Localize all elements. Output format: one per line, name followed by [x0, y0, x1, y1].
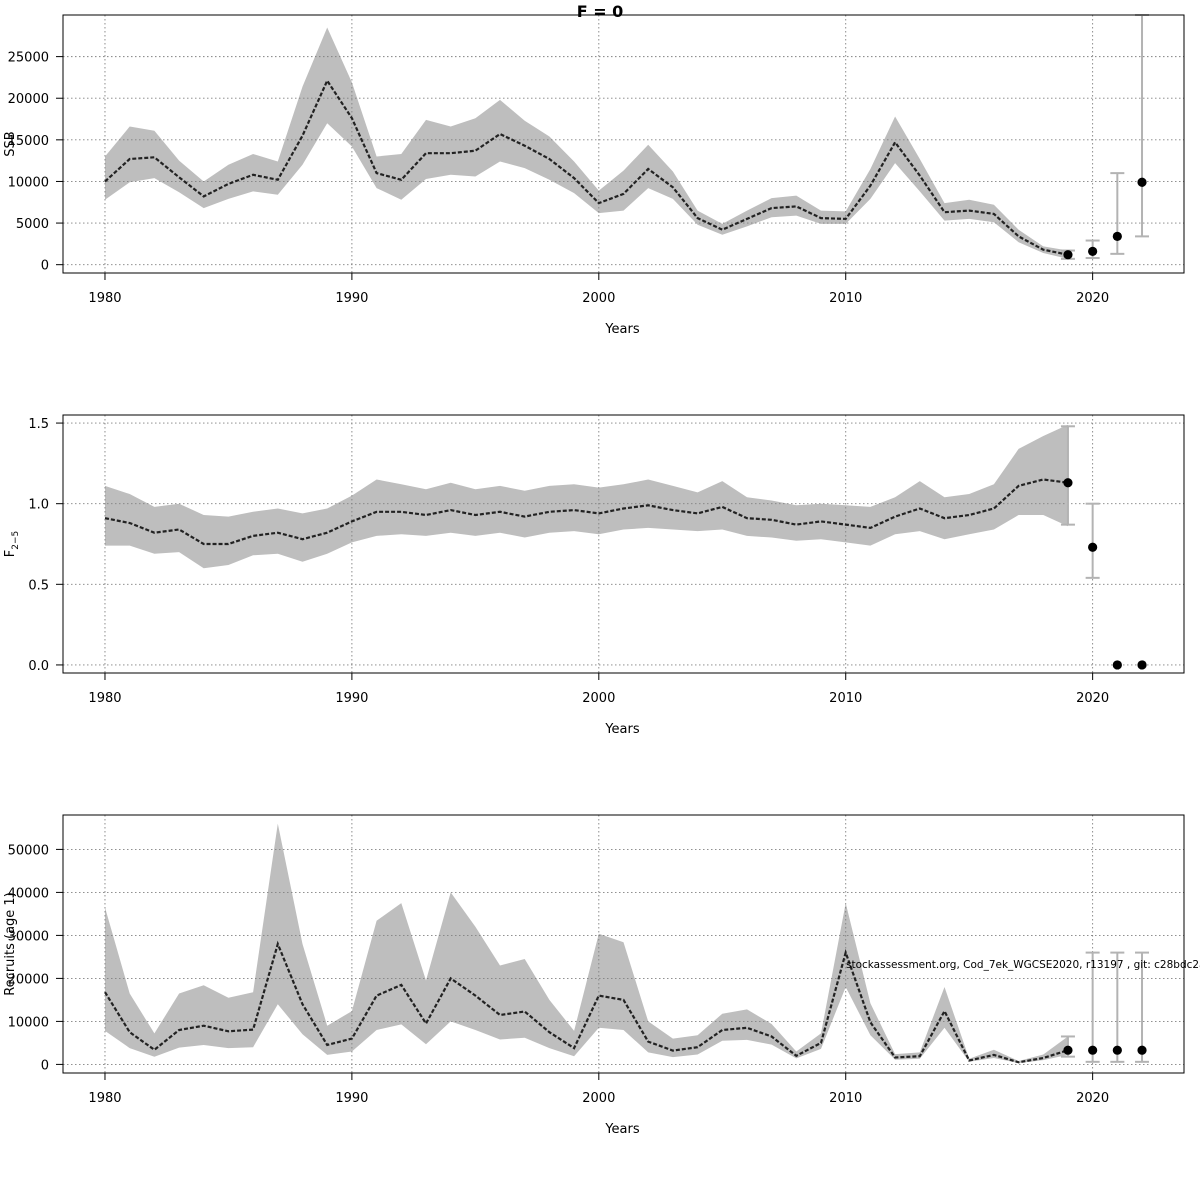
- x-tick-label: 2020: [1076, 1091, 1109, 1106]
- ssb-forecast-point: [1112, 231, 1122, 241]
- y-axis-title-text: F: [3, 550, 18, 557]
- recruits-forecast-point: [1137, 1045, 1147, 1055]
- x-tick-label: 1990: [335, 691, 368, 706]
- y-tick-label: 20000: [8, 92, 49, 107]
- y-tick-label: 0.0: [28, 659, 49, 674]
- y-tick-label: 0: [41, 259, 49, 274]
- y-tick-label: 0: [41, 1058, 49, 1073]
- y-tick-label: 10000: [8, 1015, 49, 1030]
- y-tick-label: 40000: [8, 886, 49, 901]
- y-tick-label: 5000: [16, 217, 49, 232]
- x-tick-label: 1990: [335, 1091, 368, 1106]
- x-tick-label: 2000: [582, 691, 615, 706]
- x-tick-label: 2010: [829, 691, 862, 706]
- x-tick-label: 2010: [829, 1091, 862, 1106]
- fbar-forecast-point: [1137, 660, 1147, 670]
- recruits-panel: 1980 1990 2000 2010 2020 0 10000 20000 30000 4000…: [3, 814, 1185, 1137]
- x-tick-label: 2020: [1076, 691, 1109, 706]
- x-axis-title: Years: [604, 1122, 640, 1137]
- ssb-panel: 1980 1990 2000 2010 2020 0 5000 10000 15000 20000…: [3, 14, 1185, 337]
- ssb-estimate-line: [104, 78, 1069, 256]
- fbar-forecast-point: [1112, 660, 1122, 670]
- y-tick-label: 10000: [8, 175, 49, 190]
- x-tick-label: 2000: [582, 1091, 615, 1106]
- y-axis-title: Recruits (age 1): [3, 892, 18, 996]
- ssb-forecast-point: [1063, 250, 1073, 260]
- x-tick-label: 1980: [88, 691, 121, 706]
- ssb-forecast-point: [1088, 246, 1098, 256]
- y-tick-label: 20000: [8, 972, 49, 987]
- y-tick-label: 30000: [8, 929, 49, 944]
- x-axis-title: Years: [604, 722, 640, 737]
- y-axis-title: SSB: [3, 131, 18, 156]
- fbar-plot-frame: [62, 414, 1185, 674]
- x-tick-label: 2000: [582, 291, 615, 306]
- ssb-confidence-band: [105, 27, 1068, 259]
- y-tick-label: 1.5: [28, 417, 49, 432]
- fbar-panel: 1980 1990 2000 2010 2020 0.0 0.5 1.0 1.5 Years F2−…: [3, 414, 1185, 737]
- x-tick-label: 2020: [1076, 291, 1109, 306]
- recruits-plot-frame: [62, 814, 1185, 1074]
- x-tick-label: 1990: [335, 291, 368, 306]
- ssb-plot-frame: [62, 14, 1185, 274]
- fbar-forecast-point: [1063, 478, 1073, 488]
- y-tick-label: 1.0: [28, 498, 49, 513]
- y-axis-title-text: Recruits (age 1): [3, 892, 18, 996]
- x-axis-title: Years: [604, 322, 640, 337]
- recruits-forecast-point: [1112, 1045, 1122, 1055]
- recruits-confidence-band: [105, 823, 1068, 1064]
- y-tick-label: 15000: [8, 134, 49, 149]
- y-axis-title: F2−5: [3, 531, 21, 557]
- recruits-forecast-point: [1063, 1045, 1073, 1055]
- y-axis-title-subscript: 2−5: [11, 531, 21, 550]
- recruits-forecast-point: [1088, 1045, 1098, 1055]
- ssb-forecast-point: [1137, 177, 1147, 187]
- watermark-text: stockassessment.org, Cod_7ek_WGCSE2020, …: [846, 959, 1200, 971]
- recruits-estimate-line: [104, 940, 1069, 1064]
- x-tick-label: 1980: [88, 291, 121, 306]
- fbar-estimate-line: [104, 478, 1069, 546]
- y-axis-title-text: SSB: [3, 131, 18, 156]
- figure-title: F = 0: [577, 2, 624, 21]
- y-tick-label: 0.5: [28, 578, 49, 593]
- x-tick-label: 2010: [829, 291, 862, 306]
- fbar-forecast-point: [1088, 542, 1098, 552]
- fbar-confidence-band: [105, 424, 1068, 569]
- y-tick-label: 25000: [8, 51, 49, 66]
- x-tick-label: 1980: [88, 1091, 121, 1106]
- y-tick-label: 50000: [8, 843, 49, 858]
